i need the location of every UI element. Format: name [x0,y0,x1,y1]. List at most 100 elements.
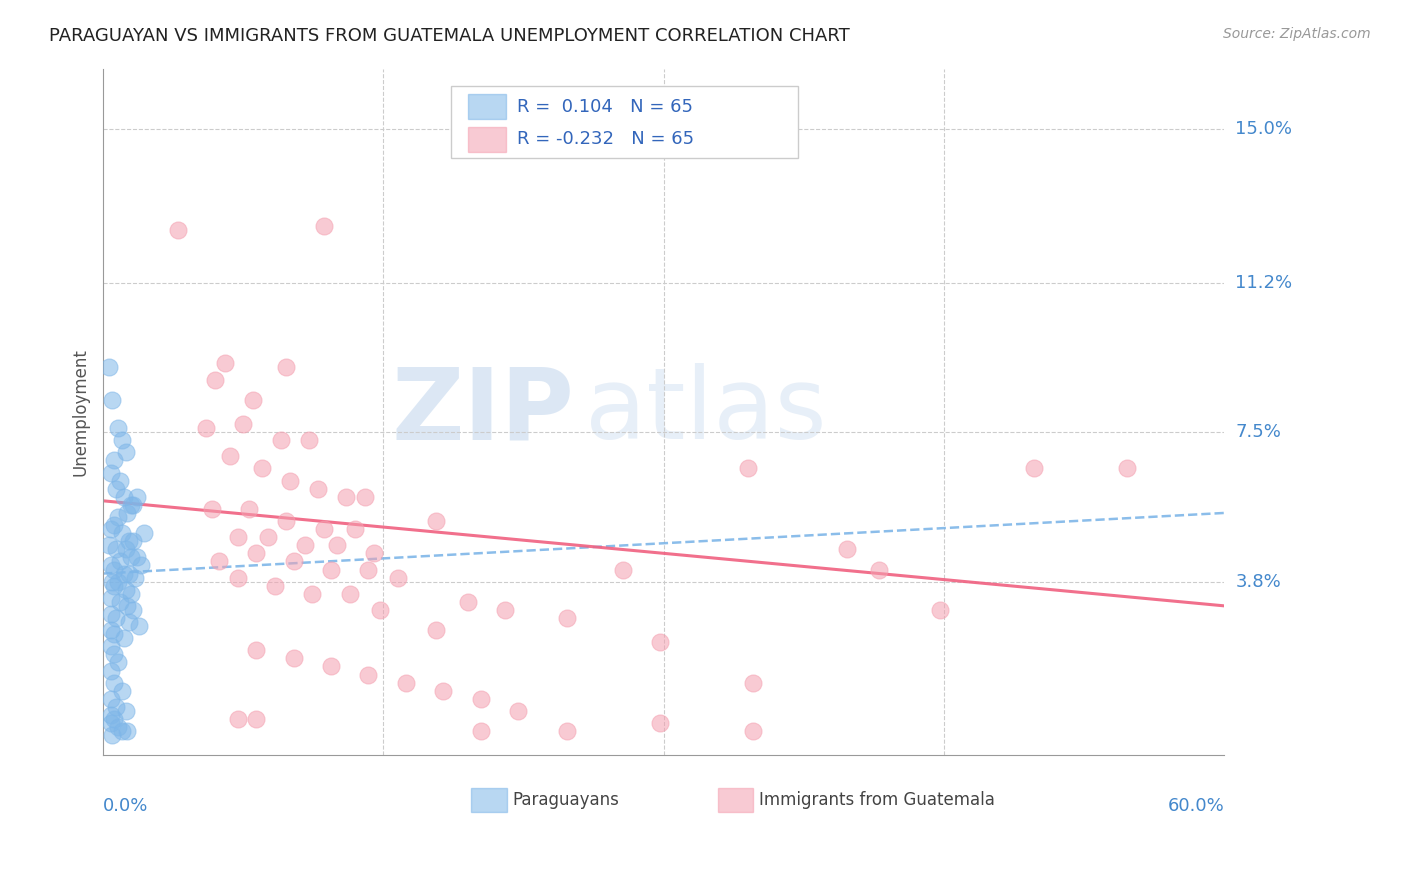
Point [100,522,122,536]
Text: ZIP: ZIP [391,363,574,460]
Text: R = -0.232   N = 65: R = -0.232 N = 65 [517,130,695,148]
Point [97,360,120,375]
Point [283,554,305,568]
Point [298,434,321,448]
Point [111,683,134,698]
Point [112,490,135,504]
Point [470,691,492,706]
Point [194,421,217,435]
Point [555,611,578,625]
FancyBboxPatch shape [468,127,506,152]
Point [278,474,301,488]
Point [100,708,122,723]
Point [312,219,335,233]
Point [167,223,190,237]
Point [270,434,292,448]
Text: 3.8%: 3.8% [1236,573,1281,591]
Point [208,554,231,568]
Point [232,417,254,431]
Point [107,656,129,670]
Point [219,450,242,464]
Point [103,627,125,641]
Text: atlas: atlas [585,363,827,460]
Point [457,595,479,609]
Point [325,538,347,552]
Point [319,562,342,576]
Point [353,490,375,504]
Point [112,631,135,645]
Text: 7.5%: 7.5% [1236,423,1281,442]
FancyBboxPatch shape [468,95,506,119]
Point [103,562,125,576]
Point [648,716,671,731]
Point [125,550,148,565]
Point [357,667,380,681]
Text: PARAGUAYAN VS IMMIGRANTS FROM GUATEMALA UNEMPLOYMENT CORRELATION CHART: PARAGUAYAN VS IMMIGRANTS FROM GUATEMALA … [49,27,851,45]
Text: 0.0%: 0.0% [103,797,149,814]
Point [122,603,145,617]
Point [335,490,357,504]
Point [117,506,139,520]
Point [742,675,765,690]
Point [245,643,267,657]
Point [245,712,267,726]
Point [101,574,124,589]
Point [256,530,278,544]
Point [214,356,236,370]
Text: R =  0.104   N = 65: R = 0.104 N = 65 [517,97,693,116]
FancyBboxPatch shape [717,789,754,812]
Point [301,587,323,601]
Point [835,542,858,557]
Point [868,562,890,576]
Point [470,724,492,739]
Point [103,579,125,593]
Point [100,664,122,678]
Point [245,546,267,560]
Point [111,434,134,448]
Point [107,574,129,589]
Point [648,635,671,649]
Point [425,623,447,637]
Point [432,683,454,698]
Point [114,704,136,718]
Point [242,392,264,407]
Y-axis label: Unemployment: Unemployment [72,348,89,475]
Point [276,514,298,528]
Point [108,474,131,488]
Point [425,514,447,528]
Point [97,538,120,552]
Point [312,522,335,536]
Point [122,498,145,512]
Point [120,498,142,512]
Point [100,716,122,731]
Point [111,724,134,739]
Point [395,675,418,690]
Point [101,728,124,742]
Point [124,571,146,585]
Point [100,640,122,654]
Point [506,704,529,718]
Point [107,720,129,734]
Point [100,691,122,706]
Point [1022,461,1045,475]
Point [105,542,128,557]
Point [226,571,249,585]
Point [111,526,134,541]
FancyBboxPatch shape [451,86,799,158]
Point [114,582,136,597]
Point [105,482,128,496]
Point [100,591,122,605]
Point [103,648,125,662]
Point [122,534,145,549]
Point [117,724,139,739]
Point [103,712,125,726]
Point [200,502,222,516]
Point [612,562,634,576]
Point [929,603,952,617]
Point [742,724,765,739]
Point [101,392,124,407]
Point [118,566,141,581]
Point [107,421,129,435]
Point [107,510,129,524]
Point [103,518,125,533]
